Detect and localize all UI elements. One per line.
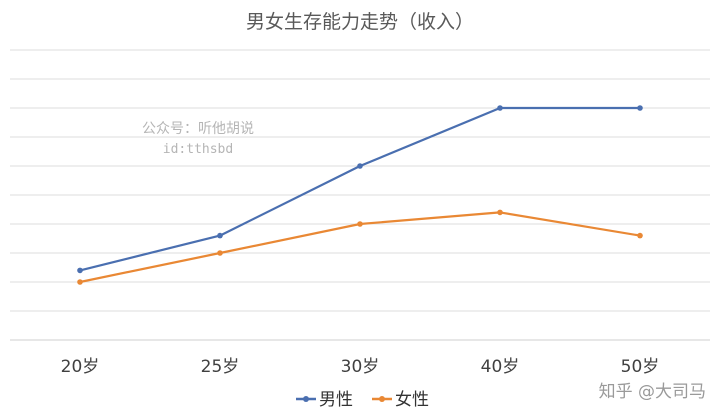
- x-tick-label: 30岁: [341, 357, 380, 377]
- series-2-point: [357, 221, 363, 227]
- legend-swatch-marker: [379, 396, 385, 402]
- series-2-point: [217, 250, 223, 256]
- x-tick-label: 40岁: [481, 357, 520, 377]
- series-2-point: [77, 279, 83, 285]
- x-axis-labels: 20岁 25岁 30岁 40岁 50岁: [61, 357, 660, 377]
- legend-label: 男性: [319, 390, 353, 410]
- series-1-point: [217, 232, 223, 239]
- legend-swatch-marker: [303, 396, 309, 402]
- footer-watermark: 知乎 @大司马: [599, 382, 706, 402]
- x-tick-label: 25岁: [201, 357, 240, 377]
- x-tick-label: 20岁: [61, 357, 100, 377]
- series-1-point: [497, 105, 503, 111]
- series-1-point: [637, 105, 643, 111]
- series-2-point: [497, 209, 503, 216]
- x-tick-label: 50岁: [621, 357, 660, 377]
- chart-title: 男女生存能力走势（收入）: [246, 11, 474, 33]
- legend-label: 女性: [395, 390, 429, 410]
- legend: 男性 女性: [296, 390, 429, 410]
- series-group: [77, 105, 643, 285]
- series-1-point: [77, 267, 83, 274]
- gridlines: [10, 49, 710, 341]
- series-2-point: [637, 232, 643, 239]
- watermark: 公众号：听他胡说 id:tthsbd: [142, 121, 254, 157]
- series-1-point: [357, 163, 363, 169]
- watermark-line2: id:tthsbd: [163, 142, 233, 157]
- watermark-line1: 公众号：听他胡说: [142, 121, 254, 137]
